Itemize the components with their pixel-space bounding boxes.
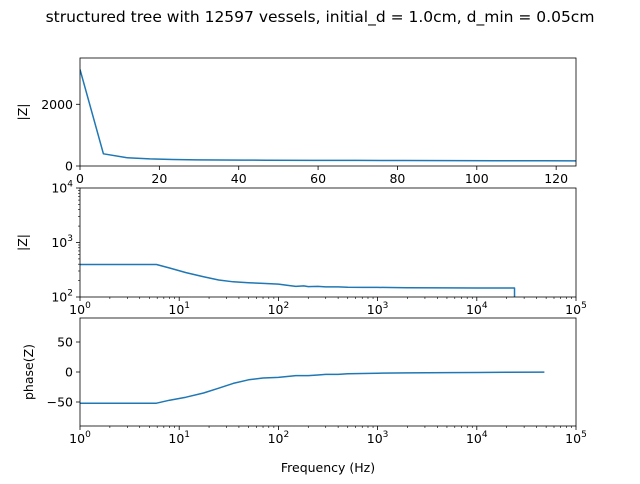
x-tick-label: 104 [466, 301, 488, 317]
y-tick-label: 104 [51, 180, 73, 196]
x-tick-label: 100 [69, 301, 91, 317]
subplot-1: 0 20 40 60 80 100 120 0 2000 |Z| [15, 57, 577, 186]
series-line [80, 371, 545, 404]
x-tick-label: 103 [367, 430, 389, 446]
x-tick-label: 100 [465, 171, 489, 186]
y-axis-label: phase(Z) [21, 344, 36, 400]
x-tick-label: 102 [268, 430, 290, 446]
x-tick-label: 102 [268, 301, 290, 317]
y-tick-label: 0 [65, 159, 73, 174]
y-tick-label: 50 [57, 335, 73, 350]
subplot-2: 100 101 102 103 104 105 102 103 104 |Z| [15, 180, 587, 318]
y-axis-label: |Z| [15, 104, 30, 121]
subplot-3: 100 101 102 103 104 105 −50 0 50 phase(Z) [21, 317, 587, 446]
x-tick-label: 60 [310, 171, 326, 186]
y-tick-label: −50 [47, 395, 73, 410]
chart-title: structured tree with 12597 vessels, init… [46, 8, 595, 27]
y-tick-label: 2000 [41, 97, 73, 112]
x-tick-label: 40 [231, 171, 247, 186]
x-tick-label: 100 [69, 430, 91, 446]
x-tick-label: 103 [367, 301, 389, 317]
x-tick-label: 0 [76, 171, 84, 186]
x-tick-label: 105 [565, 430, 587, 446]
x-tick-label: 104 [466, 430, 488, 446]
axes-frame [79, 57, 577, 167]
series-line [80, 263, 516, 297]
x-tick-label: 105 [565, 301, 587, 317]
x-tick-label: 101 [168, 430, 190, 446]
x-tick-label: 20 [151, 171, 167, 186]
y-tick-label: 103 [51, 234, 73, 250]
x-axis-label: Frequency (Hz) [281, 460, 375, 475]
axes-frame [79, 187, 577, 298]
y-tick-label: 102 [51, 289, 73, 305]
y-axis-label: |Z| [15, 234, 30, 251]
x-tick-label: 80 [389, 171, 405, 186]
y-tick-label: 0 [65, 365, 73, 380]
x-tick-label: 101 [168, 301, 190, 317]
series-line [80, 69, 576, 162]
x-tick-label: 120 [544, 171, 568, 186]
